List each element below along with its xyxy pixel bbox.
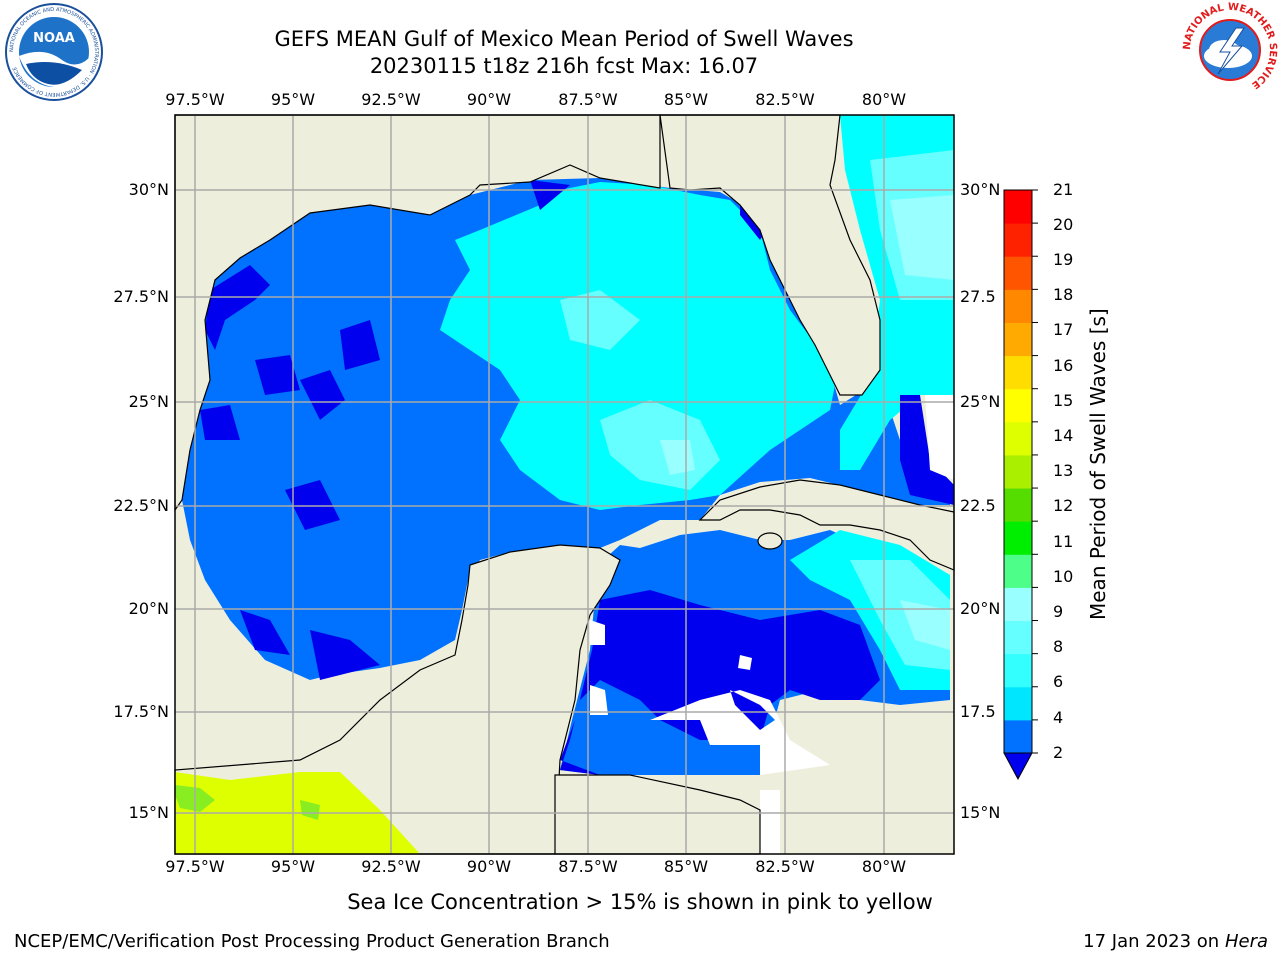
map-plot-area <box>174 114 955 855</box>
lon-tick-top: 95°W <box>270 90 316 109</box>
colorbar-segment <box>1004 223 1032 257</box>
noaa-logo-text: NOAA <box>33 31 75 46</box>
lat-tick-right: 17.5 <box>960 702 996 721</box>
sea-ice-note: Sea Ice Concentration > 15% is shown in … <box>347 890 933 914</box>
colorbar-segment <box>1004 587 1032 622</box>
lon-tick-bottom: 87.5°W <box>558 857 618 876</box>
lon-tick-bottom: 80°W <box>861 857 907 876</box>
colorbar-segment <box>1004 653 1032 688</box>
colorbar-segment <box>1004 289 1032 323</box>
nws-logo: NATIONAL WEATHER SERVICE <box>1182 2 1278 98</box>
period-8-9-patches <box>660 195 954 650</box>
lon-tick-bottom: 90°W <box>466 857 512 876</box>
no-data-patches <box>590 395 954 854</box>
lon-tick-top: 82.5°W <box>755 90 815 109</box>
colorbar-tick: 2 <box>1053 743 1064 762</box>
colorbar-tick: 4 <box>1053 708 1064 727</box>
colorbar-segment <box>1004 388 1032 423</box>
lat-tick-left: 20°N <box>128 599 169 618</box>
colorbar-tick: 10 <box>1053 567 1074 586</box>
colorbar-tick: 20 <box>1053 215 1074 234</box>
land-us-coast <box>174 114 661 512</box>
lat-tick-left: 30°N <box>128 180 169 199</box>
lat-tick-right: 30°N <box>960 180 1001 199</box>
lat-tick-right: 22.5 <box>960 496 996 515</box>
colorbar-segment <box>1004 256 1032 290</box>
colorbar-segment <box>1004 454 1032 489</box>
footer-date: 17 Jan 2023 on Hera <box>1083 931 1268 952</box>
colorbar-segment <box>1004 686 1032 721</box>
colorbar-tick: 21 <box>1053 180 1074 199</box>
footer-credit: NCEP/EMC/Verification Post Processing Pr… <box>14 931 610 952</box>
colorbar-segment <box>1004 190 1032 224</box>
lon-tick-top: 90°W <box>466 90 512 109</box>
colorbar-under-triangle <box>1003 752 1033 781</box>
lon-tick-bottom: 97.5°W <box>165 857 225 876</box>
lon-tick-bottom: 82.5°W <box>755 857 815 876</box>
land-florida <box>659 114 881 396</box>
colorbar-tick: 18 <box>1053 285 1074 304</box>
map-frame <box>174 114 955 855</box>
colorbar-segment <box>1004 488 1032 522</box>
lat-tick-left: 15°N <box>128 803 169 822</box>
colorbar-segment <box>1004 719 1032 754</box>
lat-tick-right: 25°N <box>960 392 1001 411</box>
chart-subtitle: 20230115 t18z 216h fcst Max: 16.07 <box>369 54 759 78</box>
lon-tick-bottom: 85°W <box>663 857 709 876</box>
colorbar-tick: 11 <box>1053 532 1074 551</box>
lon-tick-top: 80°W <box>861 90 907 109</box>
period-under-2-patches <box>200 180 954 775</box>
lat-tick-right: 20°N <box>960 599 1001 618</box>
colorbar-label: Mean Period of Swell Waves [s] <box>1086 308 1110 620</box>
lat-tick-left: 25°N <box>128 392 169 411</box>
ice-concentration-green <box>175 785 320 820</box>
colorbar-tick: 8 <box>1053 637 1064 656</box>
chart-title: GEFS MEAN Gulf of Mexico Mean Period of … <box>274 27 854 51</box>
lon-tick-bottom: 95°W <box>270 857 316 876</box>
lat-tick-right: 15°N <box>960 803 1001 822</box>
footer-date-text: 17 Jan 2023 on <box>1083 931 1225 952</box>
lat-tick-left: 27.5°N <box>113 287 169 306</box>
colorbar-tick: 14 <box>1053 426 1074 445</box>
colorbar <box>1003 189 1038 781</box>
gridlines <box>175 115 954 854</box>
colorbar-tick: 17 <box>1053 320 1074 339</box>
colorbar-segment <box>1004 521 1032 555</box>
lon-tick-top: 85°W <box>663 90 709 109</box>
lat-tick-left: 22.5°N <box>113 496 169 515</box>
land-cuba <box>698 479 955 571</box>
colorbar-segment <box>1004 421 1032 456</box>
colorbar-frame <box>1003 189 1033 754</box>
colorbar-tick: 12 <box>1053 496 1074 515</box>
lat-tick-right: 27.5 <box>960 287 996 306</box>
lon-tick-bottom: 92.5°W <box>361 857 421 876</box>
colorbar-segment <box>1004 620 1032 655</box>
colorbar-tick: 16 <box>1053 356 1074 375</box>
colorbar-tick: 9 <box>1053 602 1064 621</box>
lon-tick-top: 92.5°W <box>361 90 421 109</box>
gulf-period-4-6 <box>440 182 835 510</box>
colorbar-tick: 6 <box>1053 672 1064 691</box>
colorbar-tick: 13 <box>1053 461 1074 480</box>
colorbar-segment <box>1004 322 1032 357</box>
land-isle-of-youth <box>757 532 783 550</box>
footer-machine: Hera <box>1224 931 1268 952</box>
colorbar-tick: 15 <box>1053 391 1074 410</box>
colorbar-segment <box>1004 554 1032 588</box>
colorbar-tick: 19 <box>1053 250 1074 269</box>
noaa-logo: NATIONAL OCEANIC AND ATMOSPHERIC ADMINIS… <box>5 3 103 101</box>
lat-tick-left: 17.5°N <box>113 702 169 721</box>
lon-tick-top: 97.5°W <box>165 90 225 109</box>
colorbar-segment <box>1004 355 1032 390</box>
lon-tick-top: 87.5°W <box>558 90 618 109</box>
